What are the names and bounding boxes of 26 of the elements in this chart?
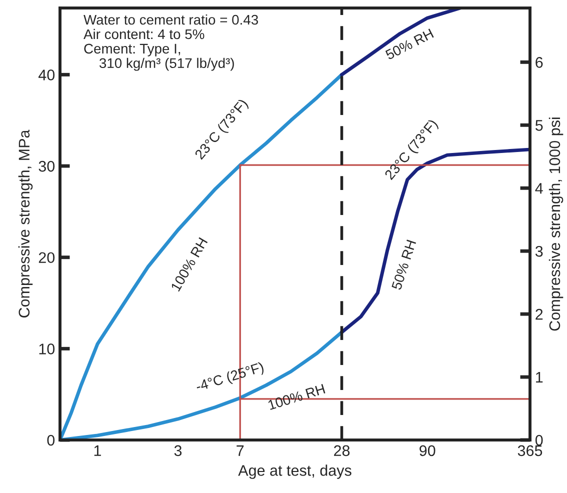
y2-tick-label: 2	[536, 308, 543, 320]
annotation: 50% RH	[391, 240, 416, 290]
y2-tick-label: 6	[536, 57, 543, 68]
y-axis-title: Compressive strength, MPa	[18, 130, 33, 318]
y2-axis-title: Compressive strength, 1000 psi	[548, 118, 564, 331]
x-tick-label: 3	[174, 445, 182, 456]
y-tick-label: 10	[39, 344, 55, 354]
x-tick-label: 28	[334, 445, 350, 456]
y2-tick-label: 1	[536, 372, 543, 383]
x-axis-title: Age at test, days	[238, 464, 352, 479]
x-tick-label: 1	[94, 445, 101, 456]
y-tick-label: 0	[47, 434, 55, 446]
x-tick-label: 365	[518, 445, 542, 456]
y-tick-label: 40	[38, 70, 55, 80]
annotation: -4°C (25°F)	[195, 362, 265, 394]
y2-tick-label: 4	[535, 183, 543, 194]
x-tick-label: 7	[236, 445, 244, 456]
annotation: Water to cement ratio = 0.43 Air content: 4 to 5% Cement: Type I, 310 kg/m³ (517 lb/yd³)	[84, 14, 258, 71]
y-tick-label: 20	[38, 252, 55, 264]
annotation: 50% RH	[384, 28, 434, 60]
y2-tick-label: 5	[535, 120, 543, 131]
x-tick-label: 90	[420, 445, 436, 456]
y2-tick-label: 0	[535, 434, 543, 446]
y-tick-label: 30	[38, 160, 55, 172]
y2-tick-label: 3	[535, 246, 543, 257]
annotation: 100% RH	[268, 384, 326, 410]
